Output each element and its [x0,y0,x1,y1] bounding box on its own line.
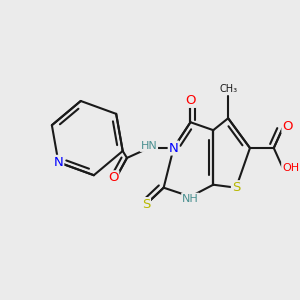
Text: O: O [108,171,118,184]
Text: NH: NH [182,194,199,204]
Text: S: S [142,198,150,211]
Text: N: N [169,142,178,154]
Text: N: N [53,156,63,169]
Text: O: O [185,94,196,107]
Text: CH₃: CH₃ [219,83,237,94]
Text: O: O [282,120,293,133]
Text: S: S [232,181,240,194]
Text: HN: HN [140,141,157,151]
Text: OH: OH [282,163,299,173]
